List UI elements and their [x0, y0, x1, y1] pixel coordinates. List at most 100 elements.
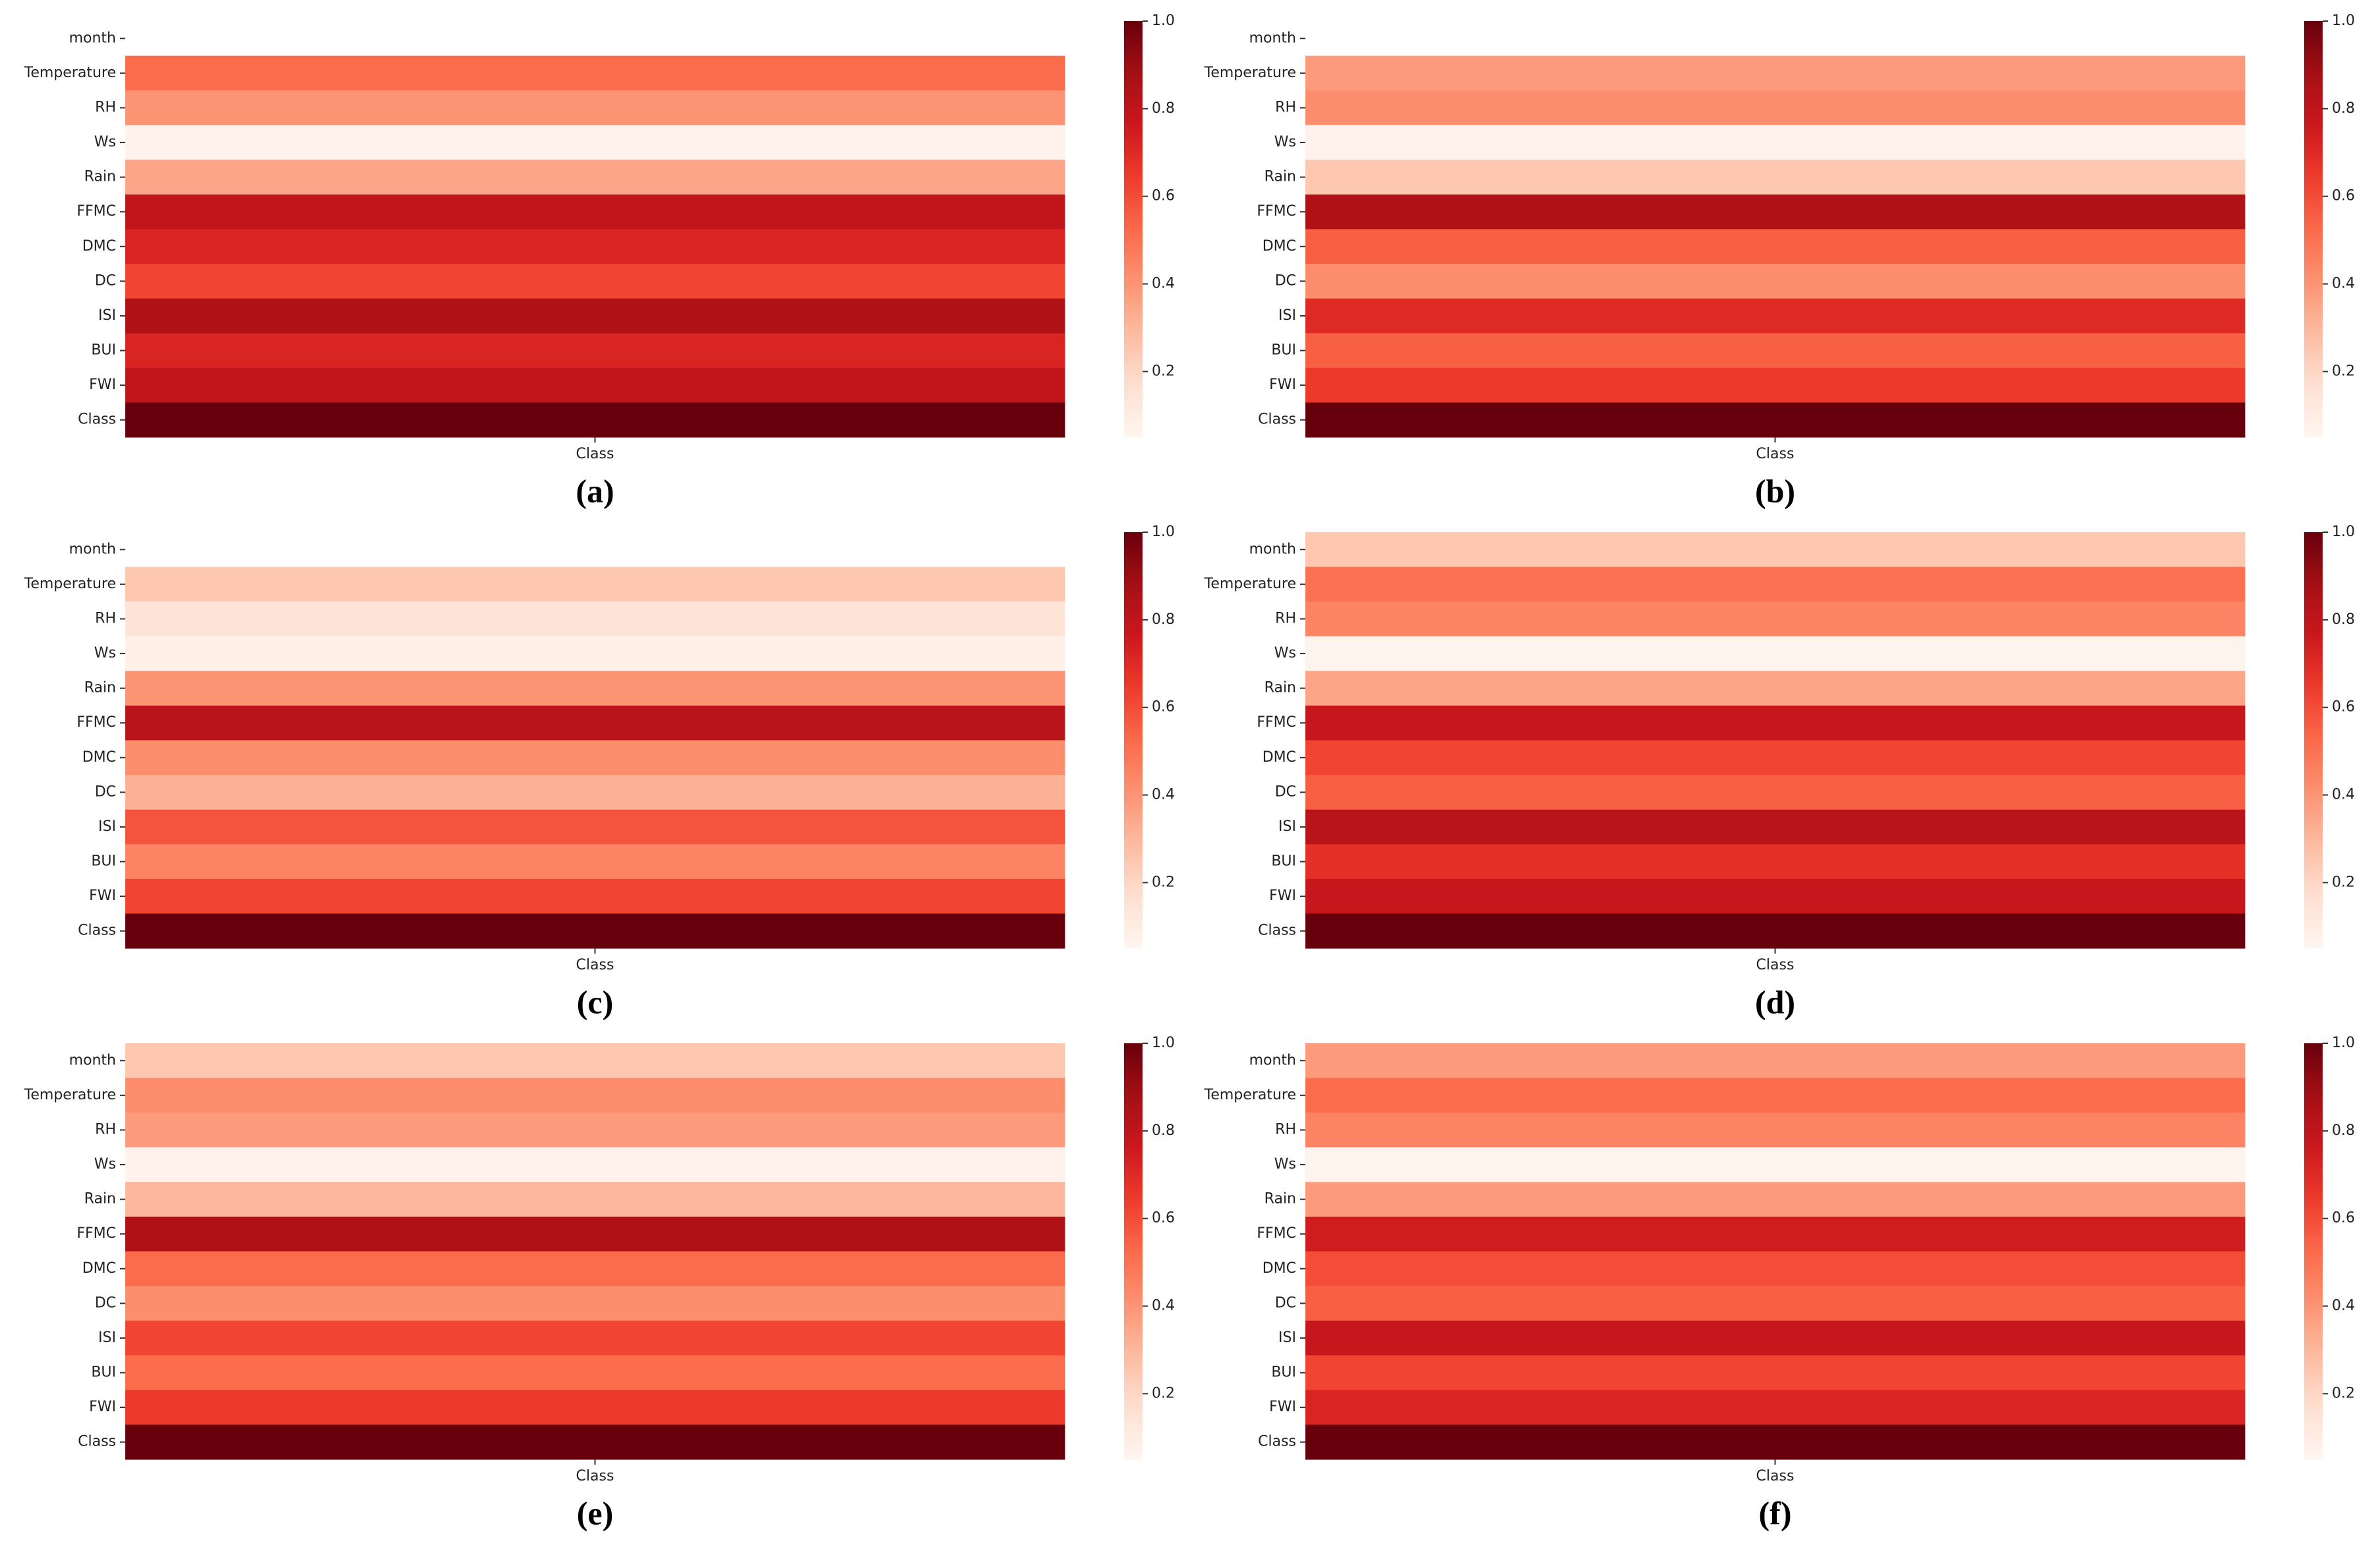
- y-tick-label: BUI: [1271, 342, 1296, 359]
- colorbar-tick-label: 1.0: [1152, 1035, 1175, 1051]
- heatmap-cell: [1305, 566, 2246, 602]
- colorbar-tick-label: 0.4: [2332, 787, 2355, 803]
- y-tick-label: month: [69, 1052, 116, 1068]
- heatmap-cell: [1305, 601, 2246, 637]
- colorbar: [2304, 1043, 2323, 1459]
- heatmap-cell: [125, 1355, 1065, 1391]
- heatmap-cell: [1305, 913, 2246, 949]
- colorbar: [1124, 532, 1143, 948]
- x-tick-label: Class: [576, 1468, 614, 1484]
- y-tick-label: ISI: [1278, 1329, 1296, 1346]
- heatmap-cell: [125, 601, 1065, 637]
- y-tick-label: FWI: [89, 888, 116, 904]
- heatmap-cell: [1305, 1216, 2246, 1252]
- y-tick-label: Temperature: [24, 65, 116, 81]
- heatmap-cell: [1305, 671, 2246, 706]
- y-tick-label: FFMC: [76, 1225, 116, 1242]
- heatmap-cell: [125, 1286, 1065, 1322]
- heatmap-cell: [125, 229, 1065, 264]
- colorbar-tick-label: 0.8: [2332, 100, 2355, 117]
- y-tick-label: Temperature: [1204, 1087, 1296, 1103]
- heatmap-cell: [125, 844, 1065, 880]
- y-tick-label: FFMC: [1257, 203, 1296, 220]
- heatmap-cell: [1305, 402, 2246, 438]
- colorbar-tick-label: 1.0: [2332, 524, 2355, 540]
- y-tick-label: DMC: [1263, 1260, 1296, 1277]
- colorbar: [2304, 21, 2323, 437]
- y-tick-label: DC: [95, 272, 116, 289]
- y-tick-label: RH: [95, 610, 116, 626]
- y-tick-label: Ws: [94, 134, 116, 150]
- y-tick-label: DMC: [82, 1260, 116, 1277]
- heatmap-cell: [1305, 636, 2246, 671]
- y-tick-label: Rain: [84, 1191, 116, 1207]
- heatmap-cell: [125, 636, 1065, 671]
- y-tick-label: month: [69, 30, 116, 46]
- heatmap-cell: [125, 90, 1065, 126]
- heatmap-cell: [125, 740, 1065, 776]
- heatmap-cell: [1305, 1424, 2246, 1460]
- colorbar-tick-label: 0.6: [2332, 188, 2355, 204]
- heatmap-cell: [1305, 844, 2246, 880]
- y-tick-label: FWI: [89, 377, 116, 393]
- y-tick-label: ISI: [98, 818, 116, 835]
- heatmap-cell: [125, 402, 1065, 438]
- heatmap-cell: [125, 160, 1065, 195]
- colorbar-tick-label: 0.8: [2332, 1122, 2355, 1139]
- colorbar: [1124, 1043, 1143, 1459]
- heatmap-cell: [125, 1043, 1065, 1079]
- heatmap-cell: [1305, 1320, 2246, 1356]
- heatmap-cell: [1305, 160, 2246, 195]
- y-tick-label: FWI: [1269, 1399, 1296, 1415]
- heatmap-cell: [125, 1389, 1065, 1425]
- y-tick-label: ISI: [1278, 307, 1296, 324]
- y-tick-label: DC: [95, 783, 116, 800]
- y-tick-label: Temperature: [1204, 576, 1296, 592]
- y-tick-label: Temperature: [24, 1087, 116, 1103]
- y-tick-label: Rain: [1264, 680, 1296, 696]
- heatmap-cell: [125, 1078, 1065, 1113]
- heatmap-cell: [1305, 532, 2246, 568]
- colorbar-tick-label: 1.0: [2332, 1035, 2355, 1051]
- heatmap-cell: [125, 125, 1065, 160]
- colorbar-tick-label: 0.6: [1152, 1210, 1175, 1227]
- x-tick-label: Class: [576, 957, 614, 973]
- colorbar-tick-label: 1.0: [2332, 13, 2355, 29]
- y-tick-label: FWI: [1269, 377, 1296, 393]
- heatmap-cell: [1305, 705, 2246, 741]
- y-tick-label: Class: [1258, 1434, 1296, 1450]
- y-tick-label: Rain: [1264, 1191, 1296, 1207]
- y-tick-label: Ws: [94, 645, 116, 661]
- colorbar-tick-label: 0.6: [1152, 188, 1175, 204]
- y-tick-label: Class: [1258, 923, 1296, 939]
- y-tick-label: Rain: [84, 680, 116, 696]
- heatmap-cell: [125, 1251, 1065, 1287]
- heatmap-cell: [1305, 1043, 2246, 1079]
- colorbar-tick-label: 0.4: [2332, 276, 2355, 292]
- colorbar-tick-label: 0.2: [2332, 363, 2355, 379]
- heatmap-cell: [1305, 878, 2246, 914]
- heatmap-cell: [1305, 1251, 2246, 1287]
- y-tick-label: DC: [1275, 783, 1296, 800]
- y-tick-label: FFMC: [76, 203, 116, 220]
- heatmap-cell: [1305, 1389, 2246, 1425]
- heatmap-cell: [125, 367, 1065, 403]
- heatmap-cell: [1305, 298, 2246, 334]
- heatmap-cell: [125, 55, 1065, 91]
- heatmap-cell: [1305, 1113, 2246, 1148]
- heatmap-cell: [1305, 194, 2246, 229]
- y-tick-label: FWI: [89, 1399, 116, 1415]
- colorbar-tick-label: 0.4: [1152, 1298, 1175, 1314]
- colorbar-tick-label: 0.2: [1152, 363, 1175, 379]
- colorbar-tick-label: 1.0: [1152, 524, 1175, 540]
- colorbar-tick-label: 0.2: [1152, 1385, 1175, 1401]
- y-tick-label: Ws: [1274, 1156, 1296, 1173]
- heatmap-cell: [125, 1424, 1065, 1460]
- colorbar-tick-label: 0.2: [2332, 874, 2355, 890]
- colorbar-tick-label: 0.2: [2332, 1385, 2355, 1401]
- heatmap-cell: [1305, 229, 2246, 264]
- panel-caption: (f): [1759, 1494, 1792, 1531]
- heatmap-cell: [1305, 1286, 2246, 1322]
- y-tick-label: DC: [1275, 1295, 1296, 1311]
- y-tick-label: RH: [1275, 99, 1296, 115]
